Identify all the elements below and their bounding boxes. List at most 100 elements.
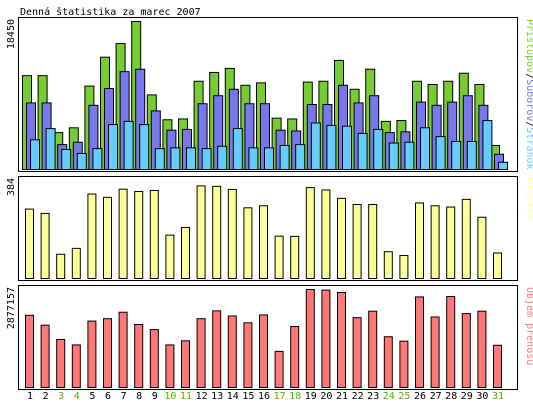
x-tick-label-14: 14 xyxy=(227,391,239,402)
bar-visits-19 xyxy=(305,187,315,279)
bar-traffic-27 xyxy=(430,316,440,388)
x-axis-labels: 1 2 3 4 5 6 7 8 9 10 11 12 13 14 15 16 17 18 19 20 21 22 23 24 2… xyxy=(27,391,504,402)
legend-part-visits-0: Návštev xyxy=(524,178,533,220)
y-max-label-traffic: 2877157 xyxy=(6,287,17,329)
bar-visits-24 xyxy=(383,251,393,279)
x-tick-label-6: 6 xyxy=(105,391,111,402)
bar-visits-14 xyxy=(227,188,237,280)
bar-visits-27 xyxy=(430,205,440,279)
bar-hits-s2-25 xyxy=(404,141,415,170)
bar-traffic-4 xyxy=(71,344,81,388)
bar-traffic-12 xyxy=(196,318,206,389)
panel-hits: 18450 Prístupov/Súborov/Stránok xyxy=(6,17,533,172)
bar-traffic-3 xyxy=(56,338,66,388)
legend-part-traffic-0: Objem prenosu xyxy=(524,287,533,365)
legend-visits: Návštev xyxy=(524,178,533,220)
x-tick-label-24: 24 xyxy=(383,391,395,402)
bar-hits-s2-28 xyxy=(451,140,462,170)
x-tick-label-28: 28 xyxy=(445,391,457,402)
bar-visits-10 xyxy=(165,234,175,279)
panel-visits: 384 Návštev xyxy=(6,176,533,281)
bar-visits-2 xyxy=(40,212,50,279)
x-tick-label-9: 9 xyxy=(152,391,158,402)
bar-visits-29 xyxy=(461,198,471,280)
x-tick-label-31: 31 xyxy=(492,391,504,402)
bar-hits-s2-18 xyxy=(295,144,306,171)
bar-hits-s2-8 xyxy=(139,124,150,170)
bar-traffic-20 xyxy=(321,289,331,388)
bar-traffic-22 xyxy=(352,317,362,389)
legend-part-hits-0: Prístupov xyxy=(524,19,533,73)
x-tick-label-15: 15 xyxy=(242,391,254,402)
bar-visits-31 xyxy=(493,252,502,280)
bar-visits-23 xyxy=(368,203,378,279)
bar-visits-5 xyxy=(87,193,97,280)
x-tick-label-21: 21 xyxy=(336,391,348,402)
x-tick-label-13: 13 xyxy=(211,391,223,402)
x-tick-label-19: 19 xyxy=(305,391,317,402)
bar-traffic-25 xyxy=(399,340,409,388)
bar-hits-s2-29 xyxy=(466,140,477,170)
x-tick-label-18: 18 xyxy=(289,391,301,402)
bar-hits-s2-31 xyxy=(498,161,508,170)
bar-visits-26 xyxy=(415,202,424,279)
x-tick-label-7: 7 xyxy=(121,391,127,402)
bar-hits-s2-6 xyxy=(108,124,118,170)
bar-traffic-8 xyxy=(134,323,144,389)
x-tick-label-22: 22 xyxy=(352,391,364,402)
bar-visits-18 xyxy=(290,235,300,279)
bar-traffic-16 xyxy=(259,314,268,389)
legend-hits: Prístupov/Súborov/Stránok xyxy=(524,19,533,170)
x-tick-label-23: 23 xyxy=(367,391,379,402)
x-tick-label-16: 16 xyxy=(258,391,270,402)
legend-part-hits-1: / xyxy=(524,73,533,79)
bar-hits-s2-14 xyxy=(232,128,243,170)
bar-traffic-19 xyxy=(305,289,315,388)
bar-traffic-17 xyxy=(274,350,284,389)
bar-traffic-31 xyxy=(493,344,502,388)
bar-hits-s2-15 xyxy=(248,147,259,170)
bar-hits-s2-22 xyxy=(357,132,368,170)
legend-part-hits-4: Stránok xyxy=(524,127,533,169)
x-tick-label-17: 17 xyxy=(274,391,286,402)
bar-visits-20 xyxy=(321,189,331,279)
bar-hits-s2-27 xyxy=(435,136,446,171)
bar-visits-7 xyxy=(118,188,128,279)
bar-traffic-18 xyxy=(290,326,300,388)
y-max-label-visits: 384 xyxy=(6,178,17,196)
bar-visits-25 xyxy=(399,255,409,279)
x-tick-label-3: 3 xyxy=(58,391,64,402)
bar-visits-3 xyxy=(56,253,66,279)
bar-traffic-9 xyxy=(149,329,159,388)
bar-visits-12 xyxy=(196,185,206,279)
bar-hits-s2-12 xyxy=(201,148,212,170)
bar-traffic-1 xyxy=(25,314,34,388)
bar-traffic-14 xyxy=(227,315,237,389)
bar-hits-s2-10 xyxy=(170,147,181,170)
x-tick-label-2: 2 xyxy=(43,391,49,402)
bar-visits-21 xyxy=(337,197,346,279)
x-tick-label-4: 4 xyxy=(74,391,80,402)
x-tick-label-5: 5 xyxy=(89,391,95,402)
x-tick-label-20: 20 xyxy=(320,391,332,402)
x-tick-label-25: 25 xyxy=(398,391,410,402)
bar-traffic-13 xyxy=(212,310,222,388)
bar-visits-16 xyxy=(259,205,268,279)
bar-hits-s2-24 xyxy=(388,142,399,171)
bar-hits-s2-1 xyxy=(30,139,40,170)
bar-visits-1 xyxy=(25,208,34,279)
bar-traffic-24 xyxy=(383,336,393,388)
x-tick-label-12: 12 xyxy=(196,391,208,402)
bar-visits-4 xyxy=(71,247,81,280)
panel-traffic: 2877157 Objem prenosu xyxy=(6,285,533,390)
bar-hits-s2-13 xyxy=(217,145,228,170)
panels-layer: 18450 Prístupov/Súborov/Stránok 384 Návštev… xyxy=(6,17,533,390)
chart-title: Denná štatistika za marec 2007 xyxy=(20,6,201,18)
bar-traffic-26 xyxy=(415,296,424,388)
y-max-label-hits: 18450 xyxy=(6,19,17,49)
bar-traffic-23 xyxy=(368,310,378,388)
bar-traffic-10 xyxy=(165,344,175,388)
bar-hits-s2-19 xyxy=(310,122,321,171)
legend-part-hits-3: / xyxy=(524,121,533,127)
